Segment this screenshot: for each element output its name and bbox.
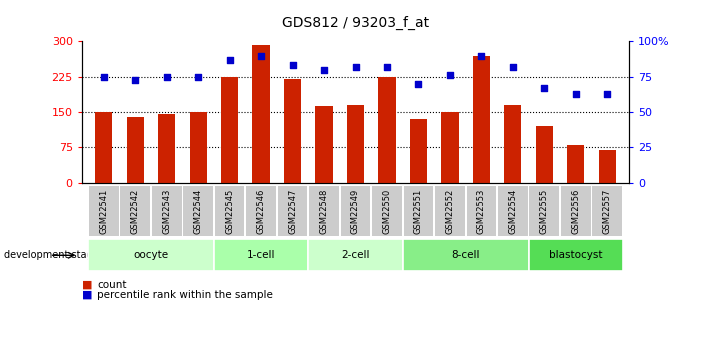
Point (507, 64, 518, 70)
Bar (473, 56, 490, 183)
Text: blastocyst: blastocyst (549, 250, 602, 260)
Bar (535, 126, 553, 183)
Text: GSM22554: GSM22554 (508, 189, 518, 234)
Text: oocyte: oocyte (134, 250, 169, 260)
Text: GSM22542: GSM22542 (131, 189, 140, 234)
Text: GSM22551: GSM22551 (414, 189, 423, 234)
Point (224, 57, 235, 62)
Point (193, 74, 204, 79)
Bar (316, 107, 333, 183)
Point (539, 85, 550, 91)
Text: GSM22555: GSM22555 (540, 189, 549, 234)
Text: GSM22544: GSM22544 (193, 189, 203, 234)
Bar (190, 112, 207, 183)
Point (161, 74, 172, 79)
Text: GDS812 / 93203_f_at: GDS812 / 93203_f_at (282, 16, 429, 30)
Bar (127, 117, 144, 183)
Bar (95, 112, 112, 183)
Point (570, 91, 582, 97)
Bar (504, 105, 521, 183)
Bar (567, 145, 584, 183)
Text: GSM22545: GSM22545 (225, 189, 234, 234)
Point (602, 91, 613, 97)
Point (381, 64, 392, 70)
Text: GSM22549: GSM22549 (351, 189, 360, 234)
Bar (442, 112, 459, 183)
Bar (378, 77, 395, 183)
Text: count: count (97, 280, 127, 289)
Point (98, 74, 109, 79)
Text: 8-cell: 8-cell (451, 250, 480, 260)
Text: development stage: development stage (4, 250, 98, 260)
Text: GSM22550: GSM22550 (383, 189, 392, 234)
Text: GSM22556: GSM22556 (571, 189, 580, 234)
Bar (347, 105, 364, 183)
Bar (284, 79, 301, 183)
Bar (599, 150, 616, 183)
Text: GSM22541: GSM22541 (100, 189, 108, 234)
Point (255, 53, 267, 58)
Text: percentile rank within the sample: percentile rank within the sample (97, 290, 273, 300)
Bar (410, 119, 427, 183)
Text: GSM22543: GSM22543 (162, 189, 171, 234)
Bar (252, 45, 269, 183)
Text: 2-cell: 2-cell (341, 250, 370, 260)
Bar (158, 115, 176, 183)
Point (444, 72, 456, 78)
Text: GSM22546: GSM22546 (257, 189, 266, 234)
Point (413, 81, 424, 87)
Text: GSM22548: GSM22548 (319, 189, 328, 234)
Point (350, 64, 361, 70)
Text: ■: ■ (82, 280, 92, 289)
Point (287, 63, 298, 68)
Text: GSM22547: GSM22547 (288, 189, 297, 234)
Point (476, 53, 487, 58)
Bar (221, 77, 238, 183)
Point (319, 67, 330, 72)
Text: GSM22552: GSM22552 (445, 189, 454, 234)
Text: GSM22557: GSM22557 (603, 189, 611, 234)
Text: GSM22553: GSM22553 (477, 189, 486, 234)
Text: ■: ■ (82, 290, 92, 300)
Text: 1-cell: 1-cell (247, 250, 275, 260)
Point (129, 77, 141, 82)
